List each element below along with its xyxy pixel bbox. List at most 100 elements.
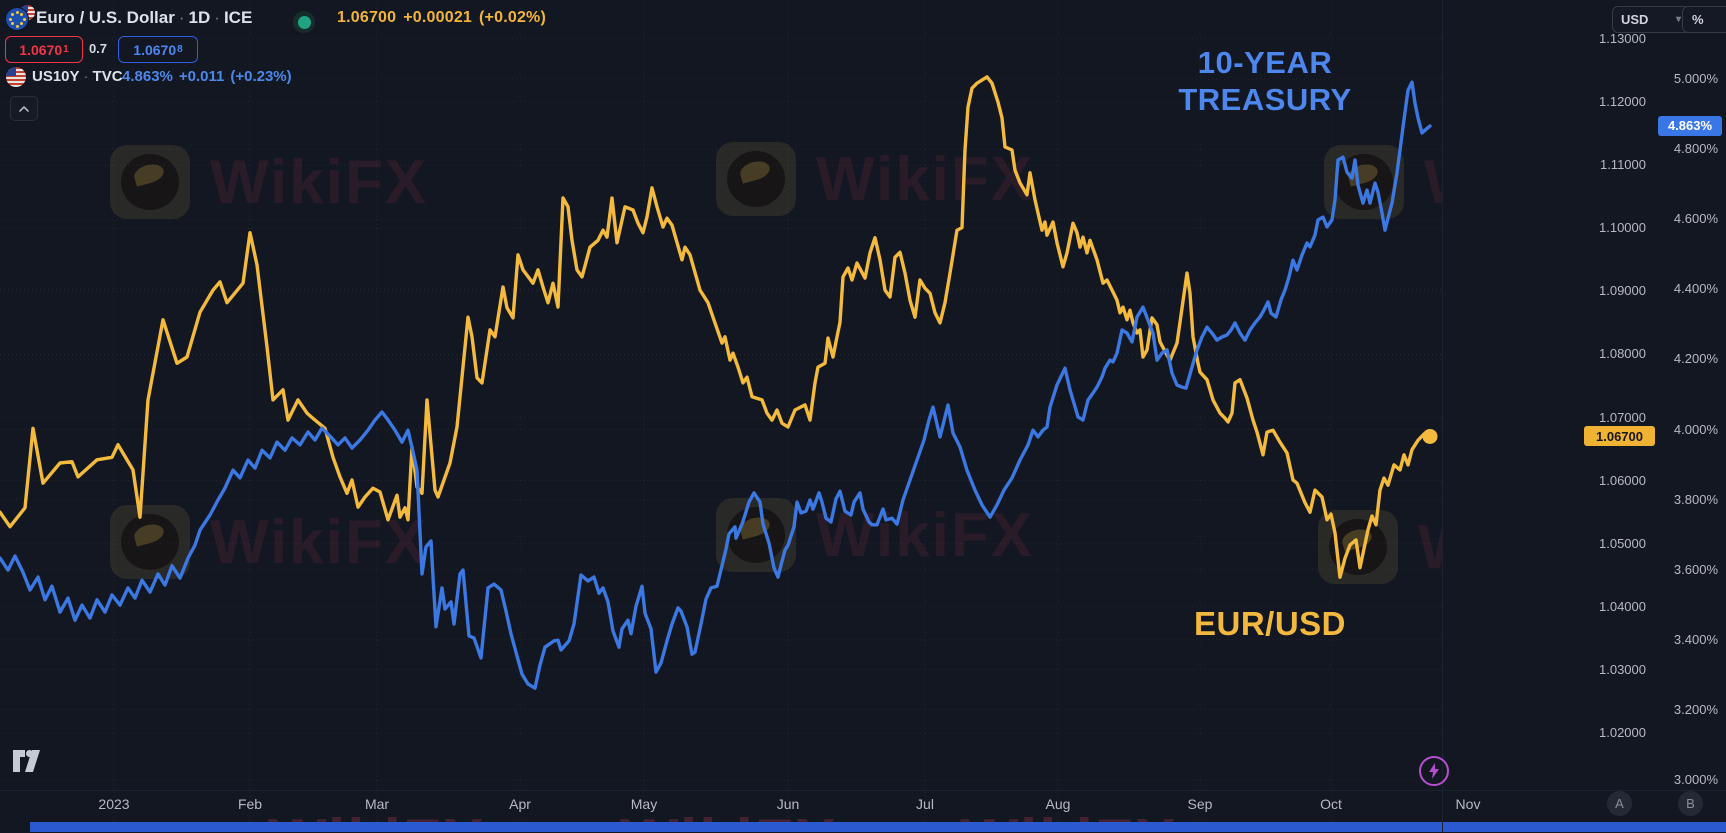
chevron-up-icon (19, 105, 29, 112)
flash-order-button[interactable] (1419, 756, 1449, 786)
us-flag-icon (6, 67, 26, 87)
wikifx-eagle-logo-icon (716, 142, 796, 216)
time-axis-month-label: Feb (237, 796, 263, 812)
symbol-title[interactable]: Euro / U.S. Dollar · 1D · ICE (36, 8, 252, 28)
treasury-annotation: 10-YEAR TREASURY (1130, 44, 1400, 118)
wikifx-watermark-text: WikiFX (816, 144, 1035, 214)
tradingview-logo[interactable] (13, 750, 46, 777)
bottom-banner-strip (30, 822, 1726, 832)
buy-button[interactable]: 1.0670 8 (118, 36, 198, 63)
us10y-change: +0.011 (178, 68, 225, 85)
yield-axis-tick: 3.400% (1673, 631, 1718, 647)
time-axis-month-label: Aug (1045, 796, 1071, 812)
currency-dropdown-value: USD (1621, 12, 1649, 27)
yield-axis-tick: 4.800% (1673, 141, 1718, 157)
exchange-label: ICE (223, 8, 253, 27)
price-axis-tick: 1.04000 (1599, 598, 1646, 614)
price-axis-tick: 1.10000 (1599, 220, 1646, 236)
time-axis-month-label: Nov (1455, 796, 1481, 812)
yield-axis-tick: 5.000% (1673, 71, 1718, 86)
wikifx-watermark: WikiFX (110, 145, 428, 219)
scale-a-button[interactable]: A (1607, 791, 1632, 816)
us10y-line (0, 80, 1432, 690)
collapse-legend-button[interactable] (10, 96, 38, 121)
market-status-icon[interactable] (293, 11, 315, 33)
price-axis-tick: 1.02000 (1599, 725, 1646, 740)
price-series-canvas (0, 75, 1438, 690)
wikifx-watermark-text: WikiFX (1418, 512, 1442, 583)
time-axis-month-label: Jun (776, 796, 800, 812)
us10y-yield: 4.863% (122, 68, 173, 85)
eu-star-dot (10, 22, 14, 26)
yield-axis-tick: 3.600% (1673, 561, 1718, 577)
us10y-values: 4.863% +0.011 (+0.23%) (122, 68, 298, 85)
wikifx-watermark: WikiFX (716, 142, 1034, 216)
wikifx-watermark-text: WikiFX (1424, 147, 1442, 218)
yield-axis-tick: 3.800% (1673, 491, 1718, 507)
tradingview-logo-icon (13, 750, 40, 772)
time-axis-month-label: 2023 (98, 796, 130, 812)
eu-star-dot (8, 17, 12, 21)
sell-button[interactable]: 1.0670 1 (5, 36, 83, 63)
treasury-annotation-line1: 10-YEAR (1197, 45, 1333, 80)
spread-value: 0.7 (88, 41, 108, 56)
symbol-name: Euro / U.S. Dollar (36, 8, 175, 27)
interval-label[interactable]: 1D (188, 8, 211, 27)
eu-star-dot (15, 10, 19, 14)
time-axis-month-label: Mar (364, 796, 390, 812)
separator-dot: · (214, 8, 220, 27)
yield-axis-tick: 4.600% (1673, 211, 1718, 227)
bid-price: 1.0670 (19, 41, 63, 58)
last-price: 1.06700 (337, 9, 397, 26)
last-price-dot (1422, 428, 1438, 444)
price-axis-tick: 1.07000 (1599, 409, 1646, 425)
yield-axis-tick: 3.000% (1673, 772, 1718, 787)
price-last-value-badge: 1.06700 (1584, 426, 1655, 447)
price-axis-tick: 1.12000 (1599, 94, 1646, 110)
lightning-icon (1429, 763, 1439, 779)
price-scale[interactable]: 4.863% 1.06700 1.13000 1.12000 1.11000 1.10… (1442, 0, 1726, 832)
percent-scale-label: % (1692, 12, 1704, 27)
eu-star-dot (20, 12, 24, 16)
eurusd-pair-icon (6, 5, 36, 31)
eu-star-dot (20, 22, 24, 26)
grid-lines (0, 0, 1442, 832)
us10y-change-percent: (+0.23%) (230, 68, 292, 85)
time-axis-month-label: Sep (1187, 796, 1213, 812)
eu-star-dot (22, 17, 26, 21)
wikifx-watermark: WikiFX (110, 505, 428, 579)
price-axis-tick: 1.09000 (1599, 283, 1646, 299)
yield-axis-tick: 4.200% (1673, 351, 1718, 367)
price-axis-tick: 1.11000 (1599, 157, 1646, 173)
eu-star-dot (15, 24, 19, 28)
time-axis-month-label: Jul (916, 796, 934, 812)
yield-last-value-badge: 4.863% (1658, 115, 1722, 136)
scale-b-button[interactable]: B (1678, 791, 1703, 816)
ask-last-digit: 8 (177, 44, 183, 55)
separator-dot: · (178, 8, 185, 27)
wikifx-watermark-text: WikiFX (210, 147, 429, 217)
percent-scale-button[interactable]: % (1682, 6, 1726, 33)
eur-usd-line (0, 75, 1432, 579)
last-price-row: 1.06700 +0.00021 (+0.02%) (337, 9, 553, 27)
treasury-annotation-line2: TREASURY (1178, 82, 1352, 117)
chart-plot-area[interactable]: WikiFX WikiFX WikiFX WikiFX WikiFX WikiF… (0, 0, 1442, 832)
price-axis-tick: 1.05000 (1599, 535, 1646, 551)
currency-dropdown[interactable]: USD ▾ (1612, 6, 1690, 33)
time-scale[interactable]: 2023 Feb Mar Apr May Jun Jul Aug Sep Oct Nov (0, 790, 1726, 833)
time-axis-month-label: Apr (509, 796, 531, 812)
price-axis-tick: 1.03000 (1599, 661, 1646, 677)
yield-axis-tick: 3.200% (1673, 701, 1718, 717)
time-axis-month-label: May (630, 796, 658, 812)
yield-axis-tick: 4.000% (1673, 421, 1718, 437)
eu-flag-icon (6, 8, 28, 30)
price-axis-tick: 1.08000 (1599, 346, 1646, 362)
eu-star-dot (10, 12, 14, 16)
bid-last-digit: 1 (63, 44, 69, 55)
chevron-down-icon: ▾ (1675, 14, 1681, 25)
yield-axis-tick: 4.400% (1673, 281, 1718, 297)
price-change: +0.00021 (403, 9, 473, 26)
price-axis-tick: 1.13000 (1599, 31, 1646, 46)
ask-price: 1.0670 (133, 41, 177, 58)
